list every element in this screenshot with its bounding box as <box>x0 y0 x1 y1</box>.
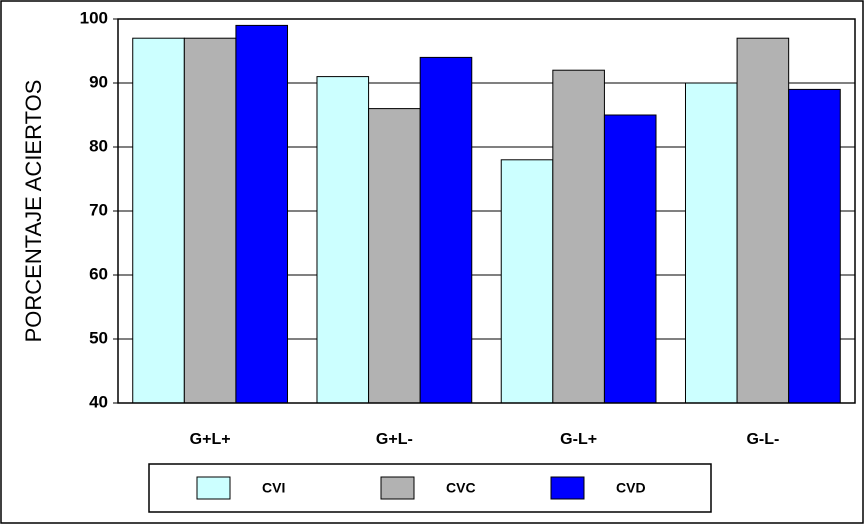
y-axis-label: PORCENTAJE ACIERTOS <box>21 80 46 343</box>
y-tick-label: 100 <box>80 8 108 27</box>
legend-swatch <box>196 476 231 500</box>
legend-label: CVD <box>616 480 646 496</box>
y-tick-label: 90 <box>89 72 108 91</box>
y-tick-label: 80 <box>89 136 108 155</box>
legend-label: CVC <box>446 480 476 496</box>
legend-swatch <box>550 476 585 500</box>
bar <box>603 114 657 404</box>
legend-label: CVI <box>262 480 285 496</box>
x-tick-label: G+L- <box>376 431 413 448</box>
plot-frame <box>117 18 856 404</box>
legend <box>148 463 712 513</box>
bar <box>736 37 790 404</box>
bar <box>552 69 605 404</box>
bar <box>419 56 473 404</box>
x-tick-label: G-L+ <box>560 431 597 448</box>
bar <box>684 82 738 404</box>
bar <box>235 24 289 404</box>
y-tick-label: 50 <box>89 328 108 347</box>
x-tick-label: G+L+ <box>190 431 231 448</box>
legend-swatch <box>380 476 415 500</box>
bar <box>368 108 421 404</box>
bar <box>788 88 841 404</box>
bar <box>183 37 237 404</box>
x-tick-label: G-L- <box>746 431 779 448</box>
y-tick-label: 60 <box>89 264 108 283</box>
y-tick-label: 70 <box>89 200 108 219</box>
bar <box>500 159 554 404</box>
bar <box>132 37 185 404</box>
bar <box>316 76 370 404</box>
y-tick-label: 40 <box>89 392 108 411</box>
